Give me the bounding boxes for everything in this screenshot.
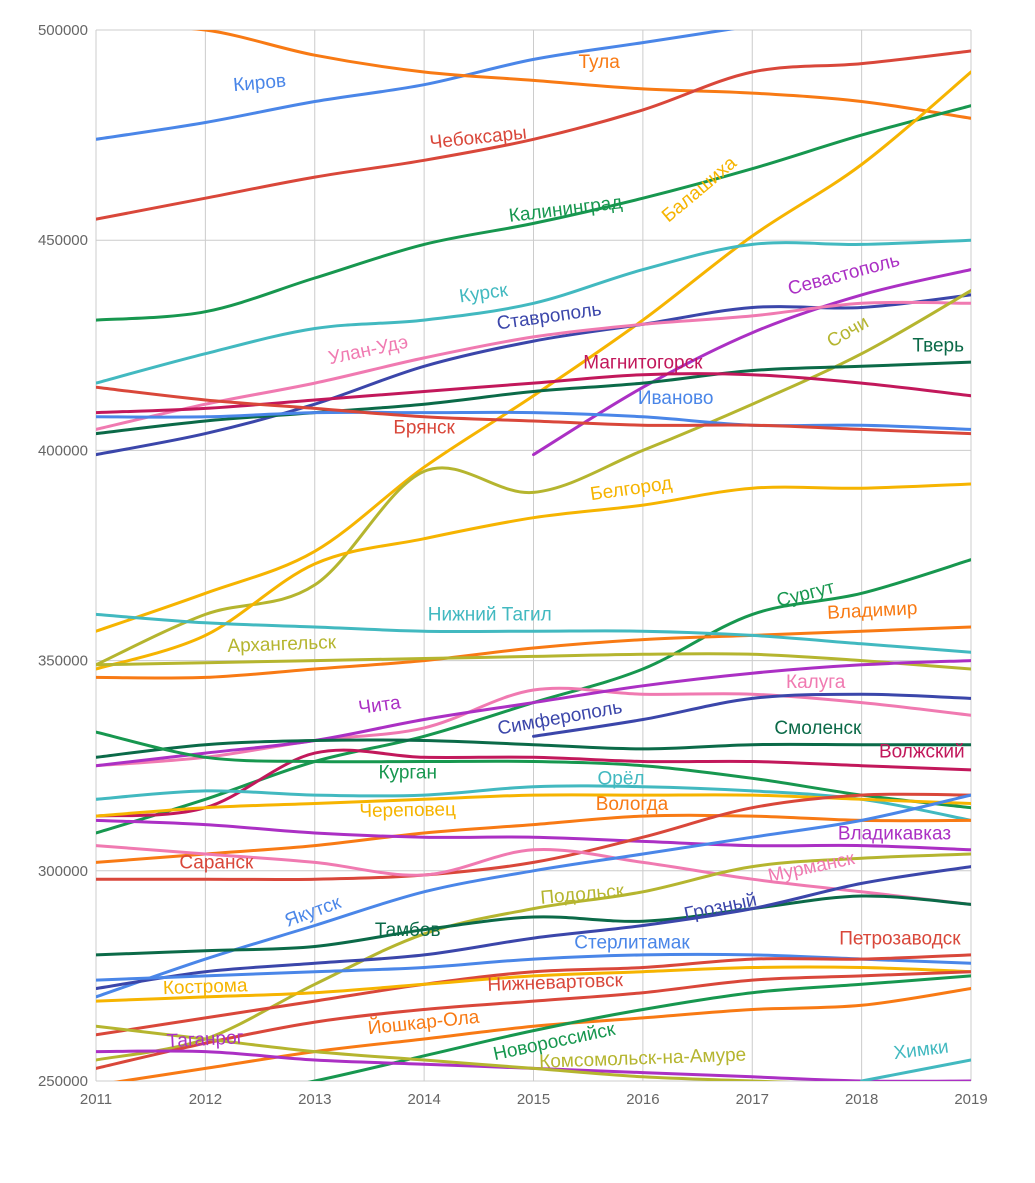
series-line — [96, 49, 971, 221]
series-label: Киров — [232, 71, 287, 97]
y-tick-label: 450000 — [38, 232, 88, 249]
series-label: Грозный — [682, 890, 758, 926]
x-tick-label: 2011 — [80, 1091, 112, 1108]
grid — [95, 29, 972, 1082]
series-label: Калуга — [786, 672, 846, 693]
series-line — [96, 748, 971, 818]
series-label: Белгород — [589, 473, 673, 505]
x-tick-label: 2016 — [626, 1091, 659, 1108]
series-line — [96, 652, 971, 671]
series-line — [96, 1024, 792, 1081]
series-line — [532, 692, 971, 738]
y-tick-label: 500000 — [38, 22, 88, 39]
y-tick-label: 250000 — [38, 1073, 88, 1090]
series-line — [96, 865, 971, 990]
series-label: Тверь — [912, 336, 964, 357]
y-tick-label: 350000 — [38, 653, 88, 670]
x-tick-label: 2012 — [189, 1091, 222, 1108]
series-line — [96, 625, 971, 680]
series-label: Владикавказ — [838, 823, 951, 844]
series-label: Севастополь — [786, 250, 902, 300]
series-label: Курган — [378, 762, 437, 783]
series-label: Тамбов — [375, 920, 441, 941]
series-label: Таганрог — [166, 1027, 244, 1052]
series-line — [96, 818, 971, 852]
series-line — [96, 482, 971, 671]
series-label: Брянск — [393, 418, 455, 439]
series-line — [96, 360, 971, 436]
y-tick-label: 300000 — [38, 863, 88, 880]
series-line — [307, 974, 971, 1081]
series-label: Магнитогорск — [583, 352, 703, 373]
series-label: Чебоксары — [429, 123, 528, 154]
series-label: Курск — [458, 280, 510, 308]
series-line — [96, 104, 971, 322]
y-tick-label: 400000 — [38, 442, 88, 459]
series-label: Саранск — [179, 853, 254, 874]
series-label: Иваново — [638, 388, 714, 409]
series-line — [96, 844, 971, 906]
series-line — [96, 738, 971, 759]
x-tick-label: 2017 — [736, 1091, 769, 1108]
axis-ticks: 2011 2012 2013 2014 2015 2016 2017 2018 2019 2500… — [38, 22, 988, 1108]
series-line — [191, 30, 971, 120]
series-line — [96, 659, 971, 768]
x-tick-label: 2019 — [954, 1091, 987, 1108]
series-label: Петрозаводск — [839, 928, 961, 949]
series-label: Нижневартовск — [487, 970, 624, 996]
series-line — [96, 30, 735, 141]
x-tick-label: 2018 — [845, 1091, 878, 1108]
series-line — [96, 784, 971, 822]
series-label: Подольск — [540, 881, 626, 909]
series-label: Архангельск — [227, 632, 337, 657]
series-line — [96, 852, 971, 1062]
series-line — [532, 268, 971, 457]
series-label: Кострома — [163, 975, 249, 999]
series-label: Сочи — [823, 312, 872, 352]
series-line — [96, 792, 971, 882]
series-line — [96, 970, 971, 1070]
series-line — [96, 410, 971, 431]
series-line — [96, 238, 971, 385]
series-line — [113, 987, 971, 1081]
series-label: Вологда — [596, 794, 669, 815]
series-label: Стерлитамак — [574, 933, 690, 954]
series-line — [96, 686, 971, 768]
series-line — [860, 1058, 971, 1081]
x-tick-label: 2015 — [517, 1091, 550, 1108]
series-line — [96, 70, 971, 633]
series-label: Смоленск — [774, 718, 862, 739]
series-label: Мурманск — [766, 848, 857, 887]
series-label: Орёл — [598, 769, 645, 790]
series-label: Нижний Тагил — [428, 605, 552, 626]
series-line — [96, 300, 971, 431]
series-label: Химки — [892, 1037, 949, 1065]
series-line — [96, 813, 971, 864]
series-line — [96, 730, 971, 810]
series-label: Калининград — [508, 192, 624, 227]
series-line — [96, 372, 971, 415]
series-label: Волжский — [879, 741, 965, 762]
series-label: Чита — [357, 692, 402, 719]
series-line — [96, 965, 971, 1003]
series-line — [96, 894, 971, 957]
x-tick-label: 2013 — [298, 1091, 331, 1108]
series-line — [96, 612, 971, 654]
series-label: Владимир — [827, 598, 918, 624]
x-tick-label: 2014 — [407, 1091, 440, 1108]
series-label: Череповец — [359, 799, 456, 822]
series-lines — [96, 30, 971, 1081]
series-line — [96, 385, 971, 436]
series-label: Тула — [578, 52, 620, 73]
series-line — [96, 953, 971, 1037]
